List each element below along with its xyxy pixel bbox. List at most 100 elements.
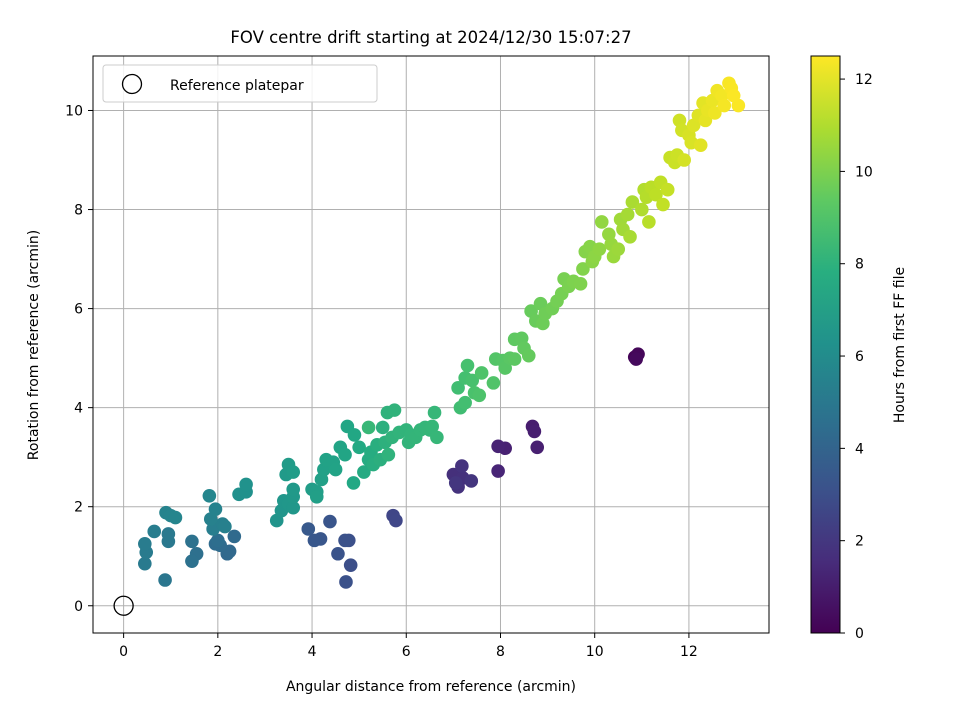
data-point <box>185 554 199 568</box>
data-point <box>346 476 361 490</box>
data-point <box>708 106 722 120</box>
data-point <box>620 207 635 222</box>
data-point <box>138 556 152 571</box>
data-point <box>660 182 675 197</box>
data-point <box>573 277 588 291</box>
y-axis-ticks: 0 2 4 6 8 10 <box>65 103 93 615</box>
legend-entry: Reference platepar <box>170 78 304 94</box>
data-point <box>339 575 353 589</box>
reference-point <box>113 595 134 616</box>
data-point <box>611 242 626 256</box>
legend-box <box>102 64 378 103</box>
data-point <box>389 513 403 528</box>
data-point <box>218 519 232 534</box>
data-point <box>472 388 487 403</box>
data-point <box>138 537 152 551</box>
data-point <box>211 533 225 548</box>
data-point <box>425 419 439 434</box>
data-point <box>717 98 732 113</box>
data-point <box>381 447 396 462</box>
data-point <box>635 202 649 217</box>
plot-frame <box>92 55 770 634</box>
x-tick-label: 0 <box>119 644 128 660</box>
data-point <box>343 558 358 572</box>
data-point <box>460 358 475 373</box>
reference-marker <box>113 595 134 616</box>
data-point <box>451 381 465 395</box>
y-tick-label: 6 <box>74 302 83 318</box>
colorbar-tick-label: 12 <box>855 72 873 88</box>
data-point <box>323 514 337 529</box>
data-point <box>464 474 479 488</box>
data-point <box>357 465 371 479</box>
data-point <box>352 440 366 455</box>
colorbar <box>810 55 841 634</box>
data-point <box>286 482 301 497</box>
x-tick-label: 2 <box>213 644 222 660</box>
x-tick-label: 4 <box>308 644 317 660</box>
data-point <box>387 403 402 417</box>
x-tick-label: 10 <box>586 644 604 660</box>
data-point <box>629 352 643 366</box>
data-point <box>331 546 345 561</box>
data-point <box>491 464 505 478</box>
data-point <box>309 489 324 504</box>
data-point <box>623 229 637 244</box>
x-axis-ticks: 0 2 4 6 8 10 12 <box>119 633 698 660</box>
chart-title: FOV centre drift starting at 2024/12/30 … <box>230 28 631 47</box>
colorbar-label: Hours from first FF file <box>892 267 908 423</box>
legend: Reference platepar <box>102 64 378 103</box>
x-tick-label: 12 <box>680 644 698 660</box>
data-point <box>375 420 390 435</box>
y-tick-label: 2 <box>74 500 83 516</box>
data-point <box>328 462 343 477</box>
data-point <box>527 424 542 439</box>
data-point <box>301 522 316 536</box>
data-point <box>286 465 301 479</box>
data-point <box>361 420 376 435</box>
data-point <box>307 533 322 548</box>
colorbar-tick-label: 4 <box>855 441 864 457</box>
data-point <box>239 477 253 492</box>
data-point <box>677 153 692 167</box>
data-point <box>693 138 708 152</box>
data-point <box>338 447 352 462</box>
data-point <box>726 88 741 103</box>
data-point <box>427 405 442 420</box>
y-tick-label: 8 <box>74 203 83 219</box>
data-point <box>455 459 469 473</box>
x-axis-label: Angular distance from reference (arcmin) <box>286 679 576 695</box>
colorbar-ticks: 0 2 4 6 8 10 12 <box>840 72 873 642</box>
legend-marker <box>121 73 143 95</box>
data-point <box>227 529 242 544</box>
data-point <box>625 195 640 209</box>
colorbar-tick-label: 10 <box>855 164 873 180</box>
scatter-points <box>138 76 746 589</box>
y-axis-label: Rotation from reference (arcmin) <box>26 230 42 460</box>
colorbar-tick-label: 0 <box>855 626 864 642</box>
data-point <box>208 502 223 516</box>
data-point <box>458 395 472 410</box>
data-point <box>168 510 183 525</box>
data-point <box>576 262 590 276</box>
data-point <box>338 533 352 548</box>
data-point <box>347 428 362 442</box>
data-point <box>486 376 501 390</box>
data-point <box>161 527 176 541</box>
x-tick-label: 6 <box>402 644 411 660</box>
colorbar-tick-label: 8 <box>855 257 864 273</box>
data-point <box>465 373 480 388</box>
data-point <box>448 476 463 490</box>
data-point <box>147 524 162 539</box>
data-point <box>491 439 505 454</box>
colorbar-tick-label: 6 <box>855 349 864 365</box>
x-tick-label: 8 <box>496 644 505 660</box>
grid <box>93 56 769 633</box>
data-point <box>594 215 609 229</box>
data-point <box>286 500 301 515</box>
data-point <box>202 489 217 503</box>
y-tick-label: 0 <box>74 599 83 615</box>
data-point <box>158 573 172 587</box>
data-point <box>642 215 656 229</box>
